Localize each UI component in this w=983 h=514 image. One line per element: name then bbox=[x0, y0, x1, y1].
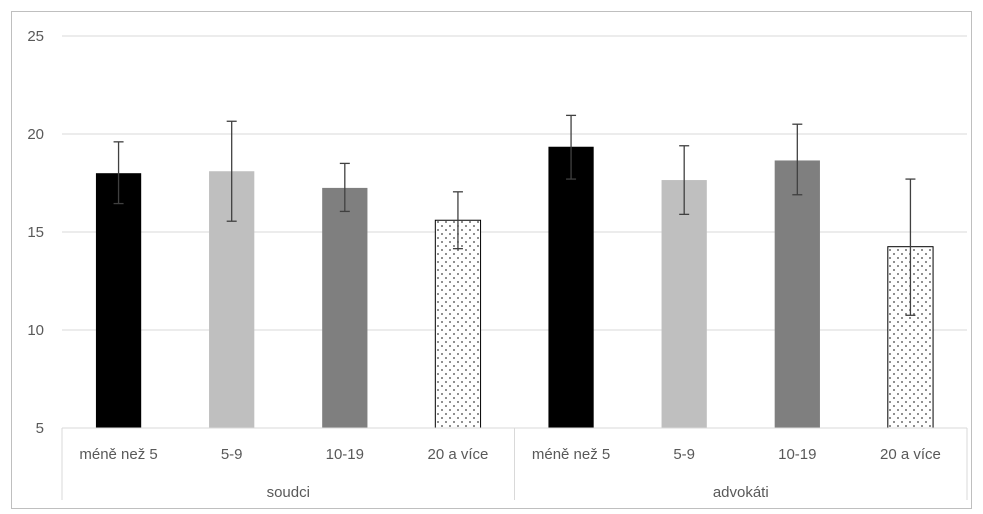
bar bbox=[434, 219, 482, 429]
x-axis-category-labels: méně než 5 5-9 10-19 20 a více méně než 5 5-9… bbox=[79, 446, 941, 463]
error-bars bbox=[113, 114, 916, 316]
x-axis bbox=[61, 427, 968, 500]
x-category-label: méně než 5 bbox=[532, 446, 610, 463]
y-tick-label: 20 bbox=[27, 126, 44, 143]
y-tick-label: 25 bbox=[27, 28, 44, 45]
bars bbox=[95, 146, 934, 429]
bar bbox=[548, 146, 594, 429]
x-category-label: 20 a více bbox=[880, 446, 941, 463]
y-tick-label: 10 bbox=[27, 322, 44, 339]
x-category-label: méně než 5 bbox=[79, 446, 157, 463]
y-tick-label: 15 bbox=[27, 224, 44, 241]
bar bbox=[95, 173, 142, 428]
bar bbox=[322, 187, 368, 428]
x-category-label: 5-9 bbox=[673, 446, 695, 463]
x-category-label: 5-9 bbox=[221, 446, 243, 463]
bar bbox=[661, 180, 707, 428]
y-axis-tick-labels: 5 10 15 20 25 bbox=[27, 28, 44, 437]
x-category-label: 20 a více bbox=[428, 446, 489, 463]
x-group-label: soudci bbox=[267, 484, 310, 501]
chart-border bbox=[11, 11, 972, 509]
x-category-label: 10-19 bbox=[326, 446, 364, 463]
y-tick-label: 5 bbox=[36, 420, 44, 437]
x-axis-group-labels: soudci advokáti bbox=[267, 484, 769, 501]
gridlines bbox=[62, 35, 967, 331]
x-category-label: 10-19 bbox=[778, 446, 816, 463]
x-group-label: advokáti bbox=[713, 484, 769, 501]
bar bbox=[774, 160, 820, 428]
